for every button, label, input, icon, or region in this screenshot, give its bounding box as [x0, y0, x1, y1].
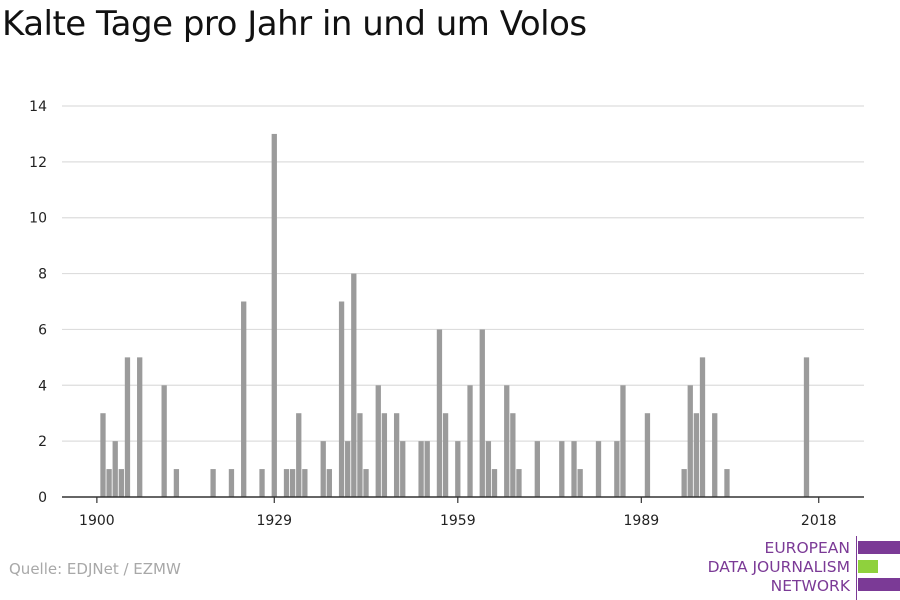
- bar-1902: [106, 469, 112, 497]
- logo-text: EUROPEAN DATA JOURNALISM NETWORK: [708, 539, 850, 596]
- bar-2016: [803, 357, 810, 497]
- bar-1964: [485, 441, 492, 497]
- bar-1968: [510, 413, 516, 497]
- y-tick-label: 8: [38, 267, 47, 283]
- bar-1903: [112, 441, 118, 497]
- y-tick-label: 10: [29, 211, 47, 227]
- bar-1963: [479, 329, 485, 497]
- y-tick-label: 12: [29, 155, 47, 171]
- bar-1911: [161, 385, 167, 497]
- bar-1996: [681, 469, 687, 497]
- bar-1969: [516, 469, 522, 497]
- source-note: Quelle: EDJNet / EZMW: [9, 560, 181, 578]
- bar-1997: [687, 385, 693, 497]
- logo-divider: [856, 536, 857, 600]
- x-tick-label: 2018: [801, 513, 837, 529]
- x-tick-label: 1900: [79, 513, 115, 529]
- y-tick-label: 0: [38, 490, 47, 506]
- bar-1938: [326, 469, 332, 497]
- logo-bar-middle: [858, 560, 878, 573]
- bar-chart: 0 2 4 6 8 10 12 14 1900 1929 1959 1989 2018: [29, 99, 864, 529]
- bar-1998: [693, 413, 700, 497]
- bar-1919: [210, 469, 216, 497]
- bar-1929: [271, 133, 277, 497]
- bar-1937: [320, 441, 326, 497]
- gridlines: [62, 105, 864, 442]
- bar-1976: [559, 441, 565, 497]
- bar-1978: [571, 441, 577, 497]
- bar-2003: [724, 469, 730, 497]
- x-tick-label: 1959: [440, 513, 476, 529]
- y-tick-label: 14: [29, 99, 47, 115]
- bar-1986: [620, 385, 626, 497]
- bar-1957: [442, 413, 449, 497]
- logo-bar-top: [858, 541, 900, 554]
- bar-1934: [302, 469, 308, 497]
- bar-1941: [345, 441, 351, 497]
- bar-1953: [418, 441, 424, 497]
- bar-1967: [504, 385, 510, 497]
- y-tick-label: 6: [38, 322, 47, 338]
- logo-bar-bottom: [858, 578, 900, 591]
- bar-1990: [644, 413, 651, 497]
- bar-1932: [289, 469, 296, 497]
- bar-1931: [283, 469, 290, 497]
- bar-1949: [393, 413, 400, 497]
- bar-1999: [699, 357, 706, 497]
- bar-1904: [118, 469, 124, 497]
- bar-1922: [228, 469, 235, 497]
- bar-1979: [577, 469, 583, 497]
- logo-line-1: EUROPEAN: [764, 539, 850, 557]
- bar-1965: [491, 469, 498, 497]
- bar-1950: [400, 441, 406, 497]
- bar-1954: [424, 441, 430, 497]
- bar-1985: [614, 441, 620, 497]
- bar-1927: [259, 469, 265, 497]
- logo-line-3: NETWORK: [770, 577, 850, 595]
- bar-1982: [595, 441, 602, 497]
- bar-1943: [357, 413, 363, 497]
- bar-1946: [375, 385, 381, 497]
- bar-1944: [363, 469, 369, 497]
- bar-1940: [338, 301, 345, 497]
- bar-1972: [534, 441, 540, 497]
- bar-1913: [173, 469, 180, 497]
- bar-1956: [436, 329, 443, 497]
- bar-1905: [124, 357, 131, 497]
- bar-1933: [296, 413, 302, 497]
- edjnet-logo: EUROPEAN DATA JOURNALISM NETWORK: [690, 536, 900, 600]
- y-tick-label: 4: [38, 378, 47, 394]
- bar-1924: [241, 301, 247, 497]
- logo-line-2: DATA JOURNALISM: [707, 558, 850, 576]
- bar-1942: [351, 273, 357, 497]
- bar-1959: [455, 441, 461, 497]
- x-tick-label: 1929: [256, 513, 292, 529]
- bar-2001: [712, 413, 718, 497]
- bar-1961: [467, 385, 473, 497]
- bar-1901: [100, 413, 106, 497]
- bar-1947: [381, 413, 388, 497]
- y-tick-label: 2: [38, 434, 47, 450]
- x-tick-label: 1989: [624, 513, 660, 529]
- axes: 0 2 4 6 8 10 12 14 1900 1929 1959 1989 2018: [29, 99, 864, 529]
- chart-title: Kalte Tage pro Jahr in und um Volos: [2, 4, 587, 44]
- bar-1907: [137, 357, 143, 497]
- bars: [100, 133, 810, 497]
